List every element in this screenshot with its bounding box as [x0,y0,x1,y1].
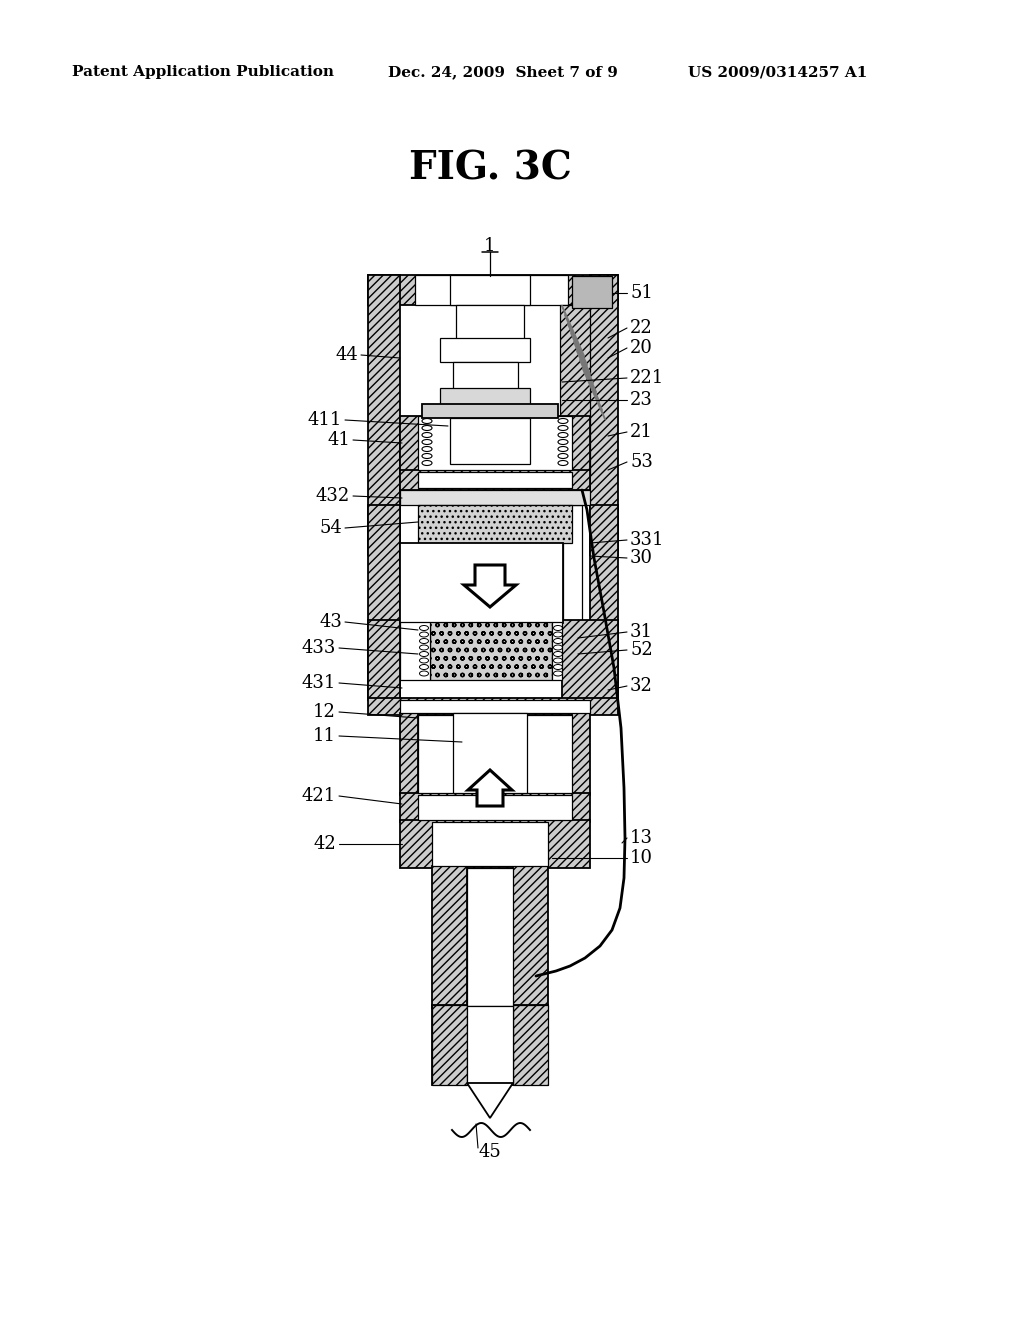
Bar [400,543,563,623]
Bar [418,473,572,488]
Text: 421: 421 [302,787,336,805]
Text: 42: 42 [313,836,336,853]
Bar [430,622,552,680]
Text: 20: 20 [630,339,653,356]
Text: 51: 51 [630,284,653,302]
Bar [467,869,513,1006]
Bar [400,700,590,713]
Text: 32: 32 [630,677,653,696]
Bar [400,713,418,795]
Text: 432: 432 [315,487,350,506]
Polygon shape [432,1005,480,1085]
Text: 411: 411 [307,411,342,429]
Bar [418,795,572,820]
Text: 433: 433 [302,639,336,657]
Bar [400,793,590,822]
Bar [440,388,530,407]
Bar [450,418,530,465]
Bar [513,866,548,1008]
Text: 30: 30 [630,549,653,568]
Polygon shape [467,1082,513,1118]
Text: 31: 31 [630,623,653,642]
Bar [368,275,618,305]
Text: 11: 11 [313,727,336,744]
Text: 54: 54 [319,519,342,537]
Text: FIG. 3C: FIG. 3C [409,149,571,187]
Bar [456,305,524,350]
Bar [453,362,518,389]
Text: 53: 53 [630,453,653,471]
Bar [422,404,558,418]
Bar [400,490,590,506]
Bar [418,416,572,470]
Bar [562,620,618,700]
Text: 52: 52 [630,642,652,659]
Text: 12: 12 [313,704,336,721]
Bar [432,866,467,1008]
Bar [440,338,530,362]
Bar [590,275,618,554]
Bar [418,506,572,543]
Bar [563,506,582,700]
Text: 331: 331 [630,531,665,549]
Bar [400,622,430,680]
Bar [560,305,590,475]
Bar [432,1005,467,1085]
Bar [450,275,530,305]
Bar [400,820,590,869]
Bar [368,275,400,554]
Bar [400,416,590,473]
Bar [572,713,590,795]
Bar [432,822,548,866]
Text: US 2009/0314257 A1: US 2009/0314257 A1 [688,65,867,79]
Text: 1: 1 [484,238,496,255]
Bar [453,713,527,793]
Text: 221: 221 [630,370,665,387]
Bar [368,506,400,700]
Text: 10: 10 [630,849,653,867]
Bar [552,622,562,680]
Bar [572,276,612,308]
FancyArrow shape [464,565,516,607]
Text: Patent Application Publication: Patent Application Publication [72,65,334,79]
Bar [467,1006,513,1082]
Text: 21: 21 [630,422,653,441]
Text: 13: 13 [630,829,653,847]
Polygon shape [500,1005,548,1085]
Bar [590,506,618,700]
Text: 41: 41 [327,432,350,449]
Bar [418,715,572,793]
Bar [368,698,618,715]
Text: 45: 45 [478,1143,502,1162]
Bar [368,620,400,700]
Text: 23: 23 [630,391,653,409]
Bar [513,1005,548,1085]
Text: 44: 44 [335,346,358,364]
Bar [415,275,568,305]
Bar [400,470,590,490]
Text: 431: 431 [302,675,336,692]
Text: 43: 43 [319,612,342,631]
FancyArrow shape [468,770,512,807]
Text: Dec. 24, 2009  Sheet 7 of 9: Dec. 24, 2009 Sheet 7 of 9 [388,65,617,79]
Text: 22: 22 [630,319,652,337]
